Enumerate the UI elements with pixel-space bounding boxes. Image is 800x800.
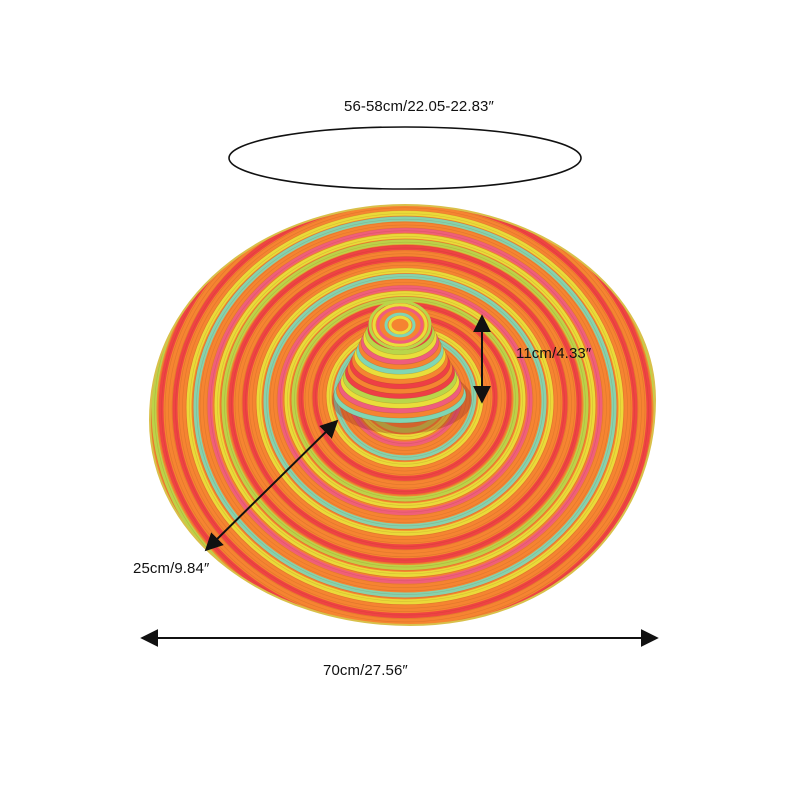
head-circumference-label: 56-58cm/22.05-22.83″ (344, 98, 494, 115)
brim-thread (283, 290, 527, 510)
brim-thread (168, 205, 642, 623)
brim-stripe (158, 205, 652, 625)
brim-thread (220, 239, 590, 571)
brim-thread (185, 210, 625, 606)
brim-thread (259, 270, 551, 534)
brim-thread (189, 213, 621, 602)
brim-thread (248, 261, 562, 544)
brim-stripe (214, 233, 596, 577)
brim-stripe (228, 245, 582, 564)
brim-width-label: 25cm/9.84″ (133, 560, 210, 577)
brim-stripe (200, 222, 610, 591)
brim-stripe (235, 250, 575, 557)
brim-stripe (249, 262, 561, 543)
brim-thread (217, 236, 593, 575)
brim-stripe (256, 267, 554, 536)
crown-top-ring (372, 303, 428, 347)
brim-stripe (263, 273, 547, 529)
brim-width-arrow (204, 419, 339, 552)
crown-top-ring (392, 318, 408, 332)
brim-thread (206, 227, 604, 585)
brim-stripe (193, 216, 617, 598)
brim-stripe (221, 239, 589, 571)
head-circumference-ellipse (228, 126, 582, 190)
brim-thread (157, 205, 653, 625)
brim-thread (192, 216, 618, 599)
brim-stripe (165, 205, 645, 625)
brim-thread (269, 279, 541, 523)
brim-stripe (186, 210, 624, 605)
brim-stripe (207, 227, 603, 584)
brim-thread (154, 205, 655, 625)
brim-thread (294, 299, 516, 499)
brim-thread (213, 233, 597, 578)
brim-thread (199, 221, 611, 592)
brim-thread (266, 276, 544, 527)
brim-thread (276, 284, 534, 516)
brim-thread (290, 296, 520, 503)
brim-thread (252, 264, 558, 540)
brim-stripe (291, 296, 519, 502)
brim-stripe (270, 279, 540, 523)
crown-top-ring (388, 315, 412, 335)
brim-thread (280, 287, 530, 513)
total-diameter-label: 70cm/27.56″ (323, 662, 408, 679)
brim-thread (203, 224, 607, 588)
crown-top-ring (368, 300, 432, 350)
brim-thread (210, 230, 600, 582)
brim-thread (171, 205, 639, 619)
crown-height-label: 11cm/4.33″ (516, 345, 592, 362)
brim-stripe (172, 205, 638, 619)
crown-top-ring (380, 309, 420, 341)
brim-thread (196, 218, 614, 595)
brim-thread (238, 253, 572, 554)
brim-thread (164, 205, 646, 625)
brim-thread (161, 205, 649, 625)
brim-stripe (151, 205, 655, 625)
hat-brim-edge (148, 203, 657, 627)
brim-thread (241, 256, 569, 551)
brim-thread (175, 205, 635, 616)
brim-thread (178, 205, 632, 612)
hat-crown (332, 300, 472, 434)
brim-thread (231, 247, 579, 561)
brim-stripe (284, 290, 526, 509)
crown-top-ring (384, 312, 416, 338)
brim-thread (262, 273, 548, 530)
brim-thread (182, 207, 628, 609)
brim-stripe (179, 205, 631, 612)
brim-thread (224, 241, 586, 568)
brim-thread (245, 259, 565, 547)
brim-thread (287, 293, 523, 506)
brim-thread (227, 244, 583, 564)
brim-stripe (242, 256, 568, 550)
brim-thread (255, 267, 555, 537)
brim-thread (234, 250, 576, 558)
crown-top-ring (376, 306, 424, 344)
brim-stripe (277, 285, 533, 516)
brim-thread (273, 282, 537, 520)
